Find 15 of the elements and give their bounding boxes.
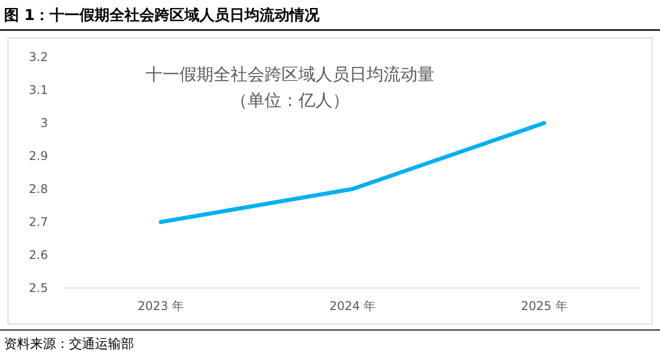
x-tick-label: 2023 年 [138,299,184,313]
y-tick-label: 3 [40,116,48,130]
chart-title: 图 1：十一假期全社会跨区域人员日均流动情况 [4,6,321,24]
text: 十一假期全社会跨区域人员日均流动量 [146,65,434,85]
y-tick-label: 2.5 [28,281,48,296]
y-tick-label: 3.2 [28,50,48,64]
y-tick-label: 2.6 [28,248,48,262]
text: 资料来源：交通运输部 [4,336,134,352]
x-tick-label: 2024 年 [329,299,376,313]
y-tick-label: 2.9 [28,149,48,164]
x-tick-label: 2025 年 [520,299,568,313]
annotation: （单位：亿人） [230,91,350,111]
y-tick-label: 3.1 [28,83,48,98]
y-tick-label: 2.7 [28,215,48,230]
y-tick-label: 2.8 [28,182,48,196]
